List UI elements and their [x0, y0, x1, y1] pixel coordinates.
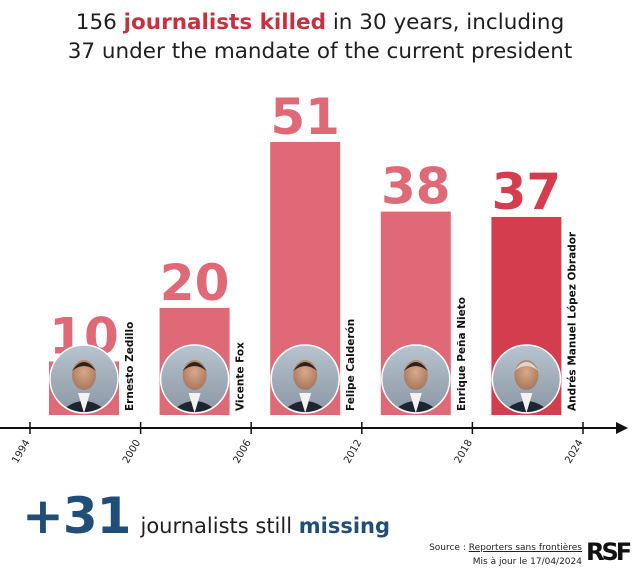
- president-name: Vicente Fox: [235, 342, 247, 411]
- portrait-avatar: [270, 344, 340, 414]
- source-note: Source : Reporters sans frontières Mis à…: [429, 541, 582, 569]
- data-label: 38: [381, 158, 451, 216]
- title-line-2: 37 under the mandate of the current pres…: [67, 39, 573, 64]
- portrait-hair: [403, 362, 428, 371]
- portrait-face: [403, 360, 428, 390]
- portrait-face: [293, 360, 318, 390]
- missing-summary: +31 journalists still missing: [22, 488, 390, 544]
- portrait-avatar: [159, 344, 230, 414]
- missing-label: journalists still missing: [140, 514, 390, 538]
- bar-group: 37 Andrés Manuel López Obrador: [491, 163, 578, 415]
- bar-chart: 10 Ernesto Zedillo 20 Vicente Fox 51 Felipe C…: [0, 88, 628, 466]
- portrait-hair: [514, 362, 539, 371]
- source-line: Source : Reporters sans frontières: [429, 541, 582, 555]
- bar-group: 38 Enrique Peña Nieto: [380, 158, 468, 415]
- source-link[interactable]: Reporters sans frontières: [468, 543, 582, 553]
- title-count: 156: [75, 10, 124, 35]
- portrait-shirt: [520, 393, 533, 412]
- x-tick-label: 2018: [453, 438, 475, 466]
- portrait-shirt: [78, 393, 90, 412]
- president-name: Andrés Manuel López Obrador: [566, 231, 578, 411]
- data-label: 20: [160, 254, 230, 312]
- portrait-avatar: [491, 344, 562, 414]
- x-tick-label: 2024: [563, 438, 585, 466]
- bar-group: 51 Felipe Calderón: [270, 88, 357, 415]
- title-line-1-rest: in 30 years, including: [326, 10, 565, 35]
- source-prefix: Source :: [429, 543, 469, 553]
- rsf-logo-icon: RSF: [586, 535, 632, 569]
- chart-title: 156 journalists killed in 30 years, incl…: [0, 8, 640, 66]
- logo-text: RSF: [586, 538, 632, 566]
- president-name: Enrique Peña Nieto: [456, 297, 468, 411]
- title-highlight: journalists killed: [123, 10, 326, 35]
- president-name: Felipe Calderón: [345, 319, 357, 411]
- president-name: Ernesto Zedillo: [124, 322, 136, 411]
- portrait-shirt: [409, 393, 422, 412]
- data-label: 37: [492, 163, 562, 221]
- portrait-face: [182, 360, 207, 390]
- bar-group: 10 Ernesto Zedillo: [49, 307, 136, 415]
- axis-arrow-icon: [616, 422, 628, 434]
- x-axis: 1994 2000 2006 2012 2018 2024: [0, 422, 628, 466]
- missing-count: +31: [22, 487, 131, 545]
- x-tick-label: 2000: [121, 438, 143, 466]
- bars-layer: 10 Ernesto Zedillo 20 Vicente Fox 51 Felipe C…: [49, 88, 578, 415]
- data-label: 51: [270, 88, 340, 146]
- title-line-1: 156 journalists killed in 30 years, incl…: [0, 8, 640, 37]
- portrait-avatar: [49, 344, 119, 414]
- x-tick-label: 2012: [342, 438, 364, 466]
- portrait-avatar: [381, 344, 451, 414]
- missing-highlight: missing: [298, 514, 390, 538]
- portrait-face: [72, 360, 96, 390]
- update-date: Mis à jour le 17/04/2024: [472, 557, 582, 567]
- missing-text: journalists still: [140, 514, 299, 538]
- portrait-shirt: [299, 393, 312, 412]
- bar-group: 20 Vicente Fox: [159, 254, 247, 415]
- x-tick-label: 1994: [10, 438, 32, 466]
- portrait-hair: [72, 362, 96, 371]
- portrait-face: [514, 360, 539, 390]
- portrait-hair: [182, 362, 207, 371]
- x-tick-label: 2006: [232, 438, 254, 466]
- portrait-shirt: [188, 393, 201, 412]
- portrait-hair: [293, 362, 318, 371]
